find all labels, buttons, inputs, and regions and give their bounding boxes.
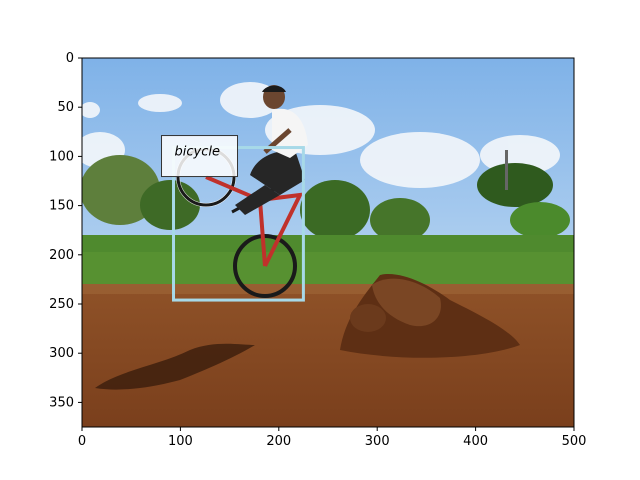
y-axis: 0 50 100 150 200 250 300 350 <box>49 51 82 410</box>
y-tick-label: 150 <box>49 199 74 214</box>
x-tick-label: 500 <box>562 434 587 449</box>
dirt-ground <box>82 284 574 427</box>
bicycle-label: bicycle <box>175 145 220 160</box>
x-axis: 0 100 200 300 400 500 <box>78 427 587 449</box>
x-tick-label: 200 <box>266 434 291 449</box>
trees <box>82 150 570 242</box>
x-tick-label: 400 <box>463 434 488 449</box>
x-tick-label: 300 <box>365 434 390 449</box>
y-tick-label: 200 <box>49 248 74 263</box>
rider-shadow <box>95 343 255 390</box>
y-tick-label: 0 <box>66 51 74 66</box>
y-tick-label: 300 <box>49 346 74 361</box>
photo <box>82 58 574 427</box>
axes-frame <box>81 57 575 428</box>
bicycle-bounding-box <box>172 146 305 302</box>
dirt-mound <box>340 274 520 358</box>
bicycle-label-box <box>161 135 239 178</box>
y-tick-label: 50 <box>57 100 74 115</box>
x-tick-label: 100 <box>168 434 193 449</box>
y-tick-label: 100 <box>49 149 74 164</box>
x-tick-label: 0 <box>78 434 86 449</box>
y-tick-label: 350 <box>49 395 74 410</box>
y-tick-label: 250 <box>49 297 74 312</box>
